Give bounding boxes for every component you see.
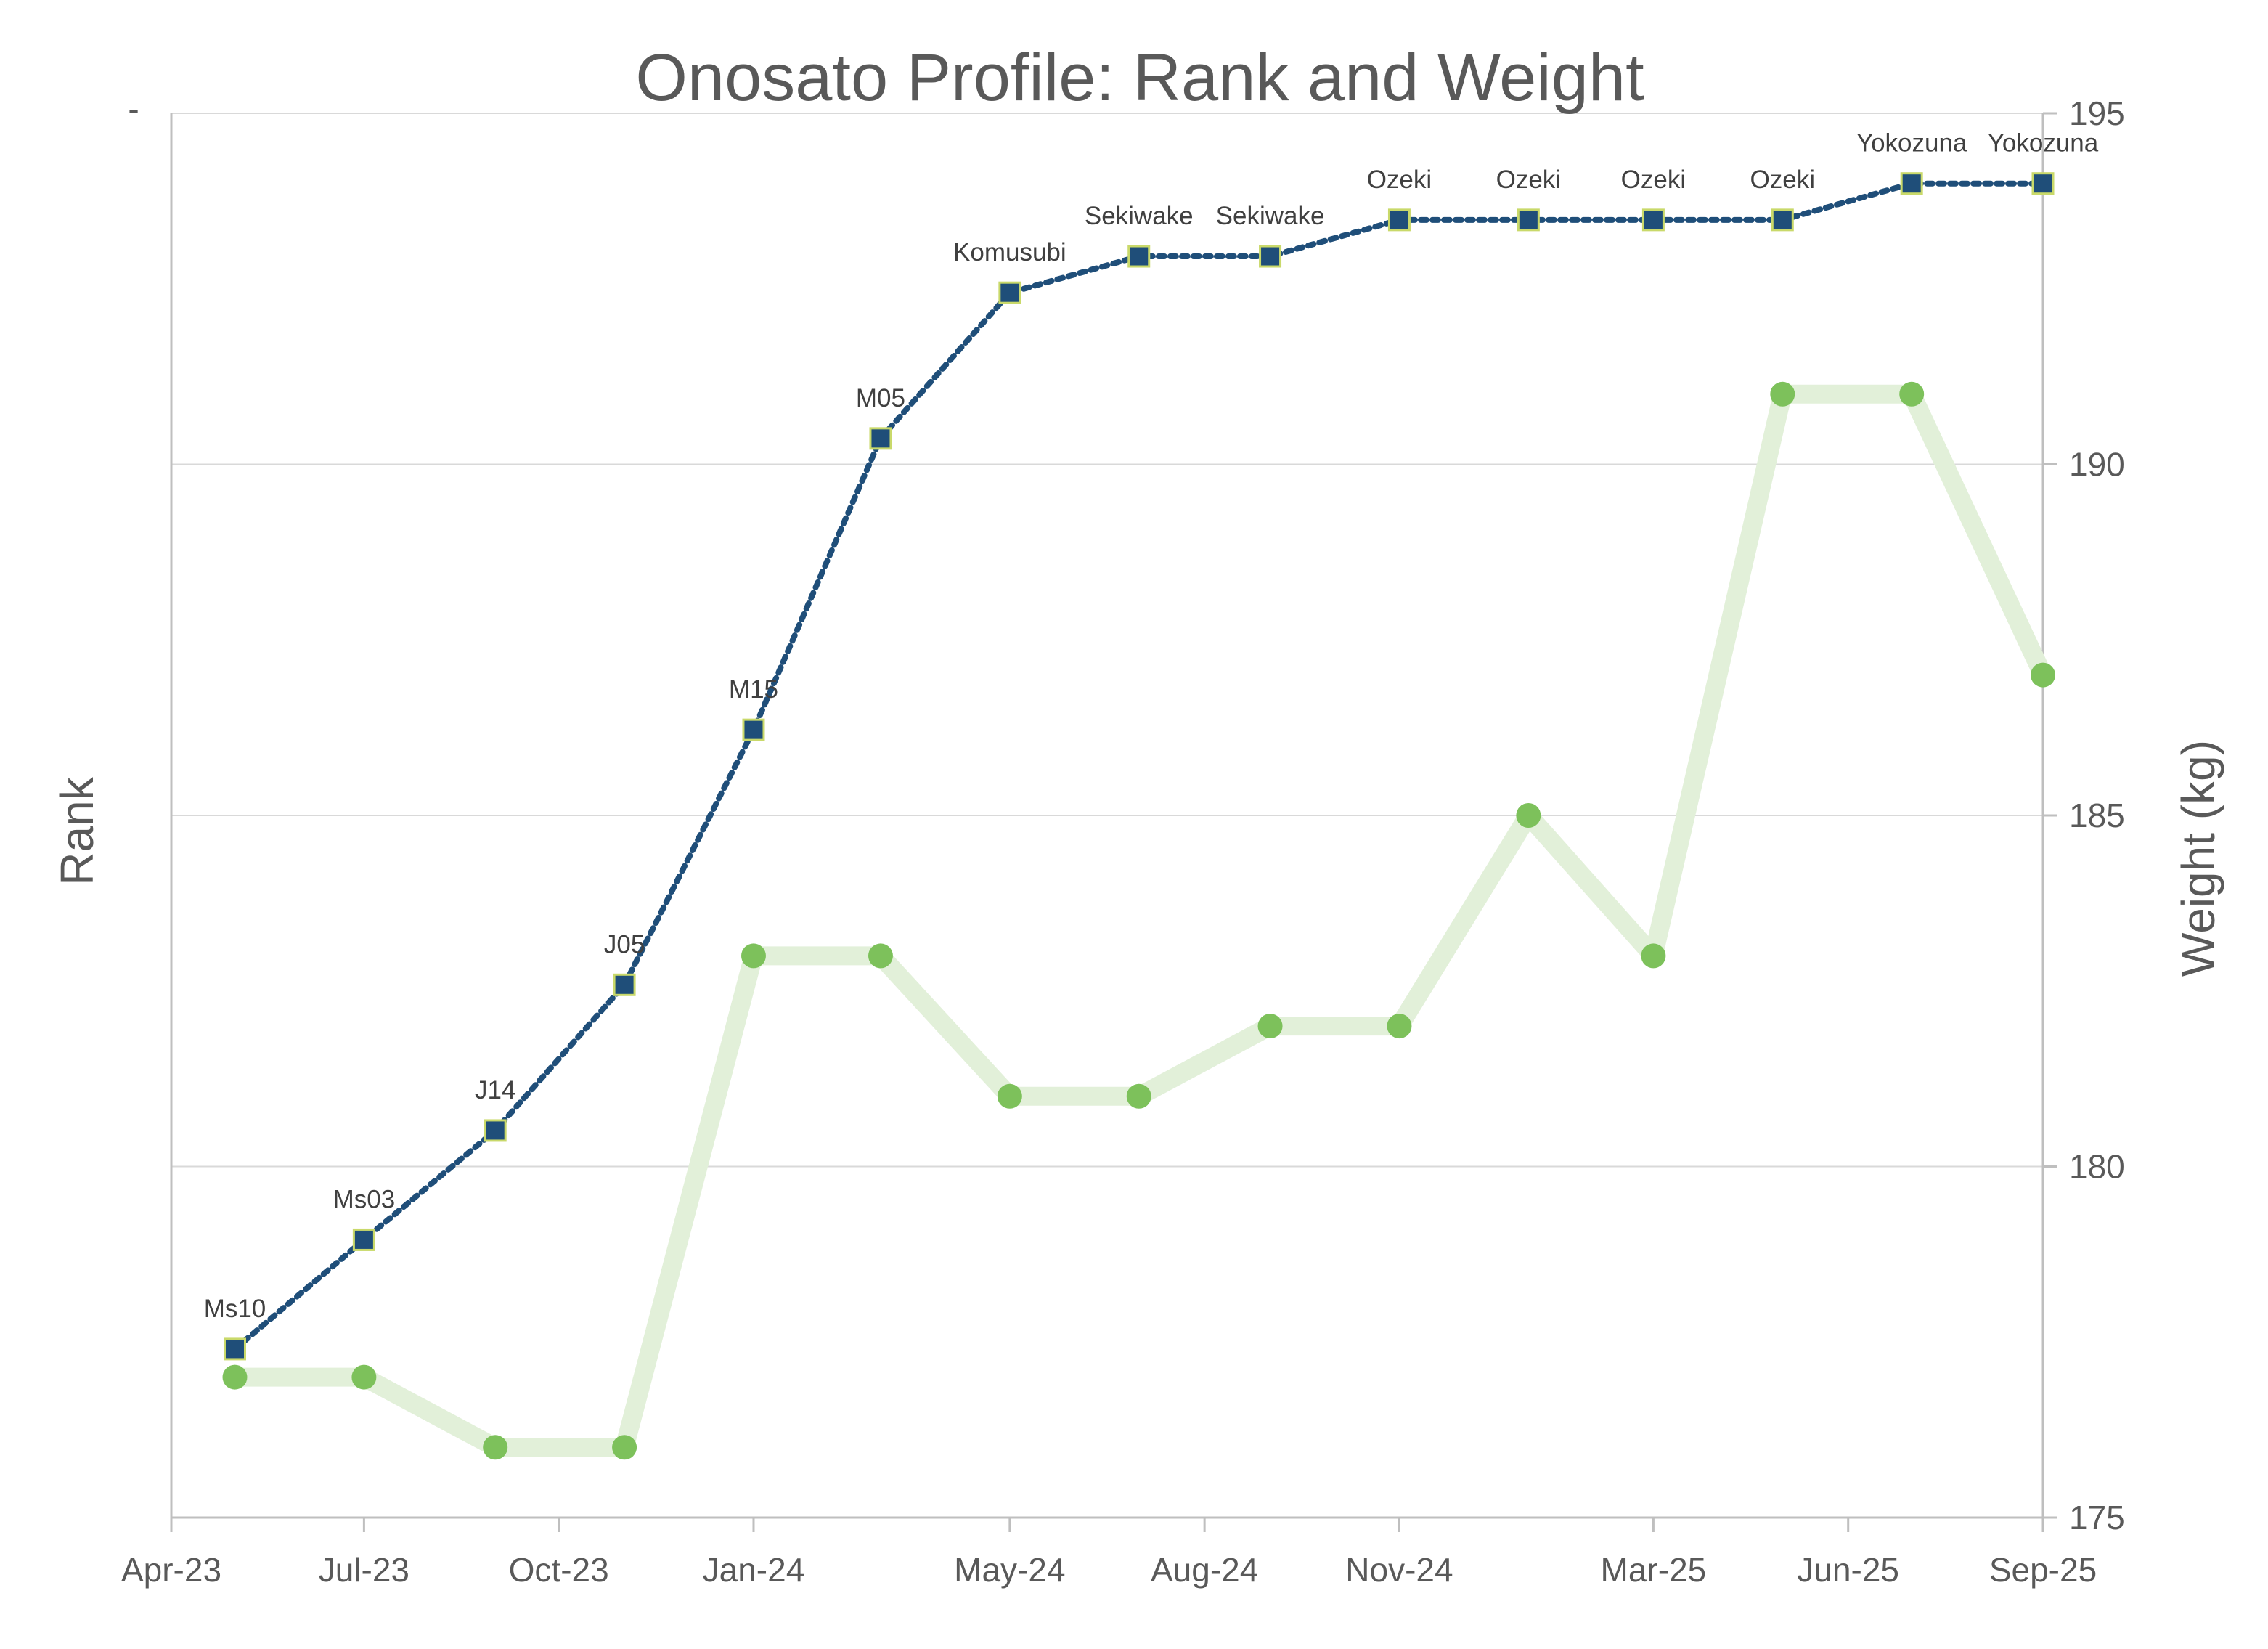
rank-point	[1641, 208, 1665, 232]
rank-data-label: Yokozuna	[1856, 129, 1967, 158]
rank-series-line	[232, 180, 2046, 1352]
chart-title: Onosato Profile: Rank and Weight	[635, 41, 1644, 115]
weight-point	[1126, 1083, 1151, 1109]
x-tick-label: Oct-23	[509, 1551, 609, 1589]
chart-text: Onosato Profile: Rank and Weight Rank We…	[51, 41, 2224, 1589]
rank-point	[613, 973, 636, 996]
x-tick-label: Apr-23	[121, 1551, 221, 1589]
weight-point	[1641, 943, 1666, 969]
x-tick-label: Jul-23	[319, 1551, 409, 1589]
weight-point	[351, 1364, 377, 1390]
x-tick-label: Jun-25	[1797, 1551, 1899, 1589]
rank-data-label: Ozeki	[1750, 166, 1815, 194]
x-tick-label: Aug-24	[1151, 1551, 1258, 1589]
rank-point	[1387, 208, 1411, 232]
weight-point	[741, 943, 766, 969]
rank-data-label: Sekiwake	[1085, 202, 1194, 230]
rank-point	[1259, 245, 1282, 268]
weight-point	[1516, 803, 1541, 828]
y-right-tick-label: 180	[2069, 1148, 2125, 1186]
weight-point	[483, 1435, 508, 1460]
y-right-tick-label: 195	[2069, 94, 2125, 132]
weight-point	[868, 943, 893, 969]
rank-point	[1127, 245, 1151, 268]
rank-data-label: Komusubi	[953, 238, 1066, 266]
x-tick-label: Nov-24	[1345, 1551, 1453, 1589]
rank-data-label: Yokozuna	[1988, 129, 2099, 158]
y-left-tick-label: -	[128, 90, 139, 128]
axes	[170, 112, 2057, 1532]
rank-data-label: J05	[604, 930, 645, 958]
rank-data-label: Ozeki	[1621, 166, 1686, 194]
rank-point	[1900, 172, 1923, 195]
y-axis-right-title: Weight (kg)	[2172, 740, 2224, 977]
rank-point	[742, 718, 765, 741]
x-tick-label: May-24	[954, 1551, 1065, 1589]
rank-point	[998, 281, 1021, 304]
weight-point	[1257, 1014, 1283, 1039]
weight-point	[222, 1364, 248, 1390]
weight-point	[2031, 662, 2055, 688]
y-right-tick-label: 175	[2069, 1499, 2125, 1536]
rank-data-label: Ozeki	[1367, 166, 1432, 194]
rank-point	[223, 1337, 246, 1361]
rank-data-label: Ms03	[333, 1185, 396, 1213]
rank-data-label: Ms10	[204, 1295, 266, 1323]
weight-point	[1899, 381, 1925, 407]
gridlines	[171, 113, 2043, 1518]
x-tick-label: Sep-25	[1989, 1551, 2097, 1589]
rank-point	[484, 1119, 507, 1142]
rank-data-label: Ozeki	[1496, 166, 1561, 194]
y-axis-left-title: Rank	[51, 776, 103, 885]
weight-point	[1770, 381, 1795, 407]
rank-data-label: Sekiwake	[1216, 202, 1325, 230]
weight-point	[612, 1435, 637, 1460]
x-tick-label: Mar-25	[1601, 1551, 1707, 1589]
weight-series-line	[225, 384, 2052, 1457]
series	[222, 172, 2055, 1460]
rank-data-label: M05	[856, 384, 905, 412]
rank-point	[2031, 172, 2055, 195]
weight-point	[997, 1083, 1022, 1109]
rank-point	[1517, 208, 1540, 232]
weight-point	[1387, 1014, 1412, 1039]
x-tick-label: Jan-24	[703, 1551, 805, 1589]
rank-point	[1771, 208, 1794, 232]
rank-data-label: M15	[729, 675, 778, 704]
rank-data-label: J14	[475, 1076, 515, 1104]
y-right-tick-label: 190	[2069, 446, 2125, 484]
rank-point	[352, 1228, 375, 1251]
rank-point	[869, 427, 892, 450]
y-right-tick-label: 185	[2069, 797, 2125, 834]
